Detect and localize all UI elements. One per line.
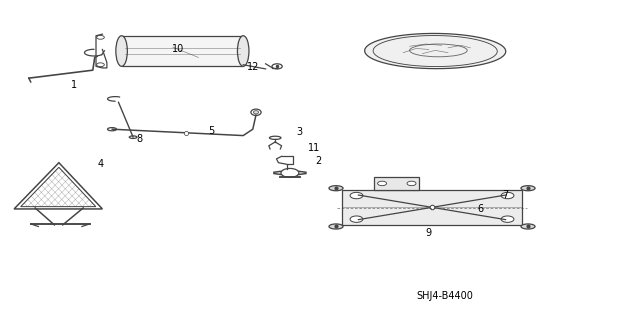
Ellipse shape	[521, 224, 535, 229]
Ellipse shape	[253, 111, 259, 114]
Text: SHJ4-B4400: SHJ4-B4400	[417, 292, 473, 301]
Circle shape	[501, 216, 514, 222]
Circle shape	[350, 216, 363, 222]
Text: 9: 9	[426, 228, 432, 238]
Bar	[342, 190, 522, 225]
Polygon shape	[14, 163, 102, 209]
Polygon shape	[20, 167, 96, 207]
Ellipse shape	[521, 186, 535, 191]
Circle shape	[281, 168, 299, 177]
Text: 5: 5	[208, 126, 214, 136]
Text: 3: 3	[296, 127, 303, 137]
Text: 4: 4	[98, 159, 104, 169]
Circle shape	[350, 192, 363, 199]
Ellipse shape	[329, 186, 343, 191]
Ellipse shape	[329, 224, 343, 229]
Bar	[374, 177, 419, 190]
Ellipse shape	[237, 36, 249, 66]
Circle shape	[407, 181, 416, 186]
Text: 11: 11	[307, 143, 320, 153]
Circle shape	[97, 35, 104, 39]
Text: 6: 6	[477, 204, 483, 214]
Circle shape	[97, 63, 104, 67]
Polygon shape	[365, 33, 506, 69]
Text: 1: 1	[70, 79, 77, 90]
Ellipse shape	[251, 109, 261, 115]
Ellipse shape	[108, 128, 116, 131]
Ellipse shape	[116, 36, 127, 66]
Circle shape	[378, 181, 387, 186]
Bar	[122, 36, 243, 66]
Text: 8: 8	[136, 134, 143, 144]
Text: 10: 10	[172, 44, 184, 55]
Circle shape	[272, 64, 282, 69]
Text: 7: 7	[502, 189, 509, 200]
Text: 12: 12	[246, 62, 259, 72]
Ellipse shape	[129, 136, 137, 138]
Ellipse shape	[269, 136, 281, 139]
Text: 2: 2	[316, 156, 322, 166]
Circle shape	[501, 192, 514, 199]
